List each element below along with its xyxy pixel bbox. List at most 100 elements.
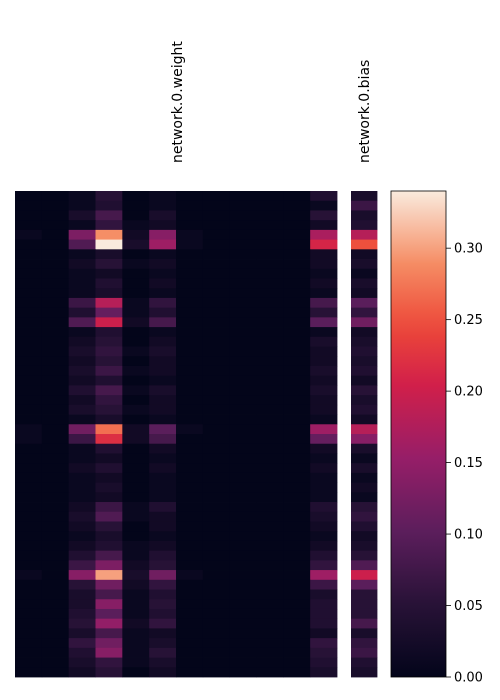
heatmap-cell xyxy=(68,599,96,610)
heatmap-cell xyxy=(15,618,43,629)
heatmap-cell xyxy=(256,239,284,250)
heatmap-cell xyxy=(229,453,257,464)
heatmap-cell xyxy=(176,618,204,629)
heatmap-cell xyxy=(122,395,150,406)
heatmap-cell xyxy=(41,628,70,639)
heatmap-cell xyxy=(95,579,123,590)
heatmap-cell xyxy=(351,453,378,464)
heatmap-cell xyxy=(283,560,311,571)
heatmap-cell xyxy=(95,618,123,629)
heatmap-cell xyxy=(310,414,338,425)
heatmap-cell xyxy=(95,307,123,318)
heatmap-cell xyxy=(283,385,311,396)
heatmap-cell xyxy=(176,278,204,289)
heatmap-cell xyxy=(68,579,96,590)
heatmap-cell xyxy=(15,570,43,581)
heatmap-cell xyxy=(15,297,43,309)
colorbar-ticks: 0.00 0.05 0.10 0.15 0.20 0.25 0.30 xyxy=(446,242,483,686)
heatmap-cell xyxy=(283,424,311,435)
heatmap-cell xyxy=(351,511,378,522)
heatmap-cell xyxy=(351,414,378,425)
heatmap-cell xyxy=(229,404,257,415)
heatmap-cell xyxy=(202,327,231,338)
heatmap-cell xyxy=(229,560,257,571)
heatmap-cell xyxy=(95,443,123,454)
heatmap-cell xyxy=(256,434,284,445)
heatmap-cell xyxy=(310,356,338,367)
heatmap-cell xyxy=(122,229,150,240)
heatmap-cell xyxy=(95,385,123,396)
heatmap-cell xyxy=(68,472,96,483)
heatmap-cell xyxy=(41,375,70,386)
heatmap-cell xyxy=(310,259,338,270)
heatmap-cell xyxy=(41,317,70,328)
heatmap-cell xyxy=(256,307,284,318)
heatmap-cell xyxy=(95,628,123,639)
colorbar-tick-label: 0.15 xyxy=(454,456,483,471)
heatmap-cell xyxy=(122,482,150,493)
heatmap-cell xyxy=(122,259,150,270)
heatmap-cell xyxy=(351,570,378,581)
heatmap-cell xyxy=(310,453,338,464)
heatmap-cell xyxy=(202,336,231,347)
heatmap-cell xyxy=(149,608,177,620)
heatmap-cell xyxy=(149,210,177,221)
heatmap-cell xyxy=(176,395,204,406)
heatmap-cell xyxy=(351,200,378,211)
heatmap-cell xyxy=(256,210,284,221)
colorbar-tick-label: 0.00 xyxy=(454,671,483,686)
heatmap-cell xyxy=(149,229,177,240)
heatmap-cell xyxy=(229,375,257,386)
heatmap-cell xyxy=(256,336,284,347)
heatmap-cell xyxy=(351,579,378,590)
heatmap-cell xyxy=(351,404,378,415)
heatmap-cell xyxy=(351,395,378,406)
heatmap-cell xyxy=(351,521,378,532)
heatmap-cell xyxy=(122,599,150,610)
heatmap-cell xyxy=(15,336,43,347)
heatmap-cell xyxy=(202,657,231,668)
heatmap-cell xyxy=(256,628,284,639)
heatmap-cell xyxy=(310,385,338,396)
heatmap-cell xyxy=(68,443,96,454)
heatmap-cell xyxy=(229,492,257,503)
heatmap-cell xyxy=(256,608,284,620)
heatmap-cell xyxy=(202,395,231,406)
heatmap-cell xyxy=(41,297,70,309)
heatmap-cell xyxy=(256,229,284,240)
heatmap-cell xyxy=(15,647,43,658)
heatmap-cell xyxy=(41,667,70,678)
heatmap-cell xyxy=(256,502,284,513)
heatmap-cell xyxy=(122,521,150,532)
heatmap-cell xyxy=(149,220,177,231)
heatmap-cell xyxy=(176,249,204,260)
heatmap-cell xyxy=(283,278,311,289)
heatmap-cell xyxy=(310,463,338,474)
heatmap-cell xyxy=(202,531,231,542)
heatmap-cell xyxy=(351,647,378,658)
heatmap-cell xyxy=(68,589,96,600)
heatmap-cell xyxy=(256,259,284,270)
heatmap-cell xyxy=(41,288,70,299)
heatmap-cell xyxy=(256,385,284,396)
heatmap-cell xyxy=(15,191,43,202)
heatmap-cell xyxy=(310,589,338,600)
heatmap-cell xyxy=(256,550,284,561)
heatmap-cell xyxy=(149,395,177,406)
heatmap-cell xyxy=(283,482,311,493)
heatmap-cell xyxy=(95,268,123,279)
heatmap-cell xyxy=(41,560,70,571)
heatmap-cell xyxy=(95,395,123,406)
heatmap-cell xyxy=(202,608,231,620)
heatmap-cell xyxy=(15,521,43,532)
heatmap-cell xyxy=(176,385,204,396)
heatmap-cell xyxy=(122,268,150,279)
heatmap-cell xyxy=(283,434,311,445)
heatmap-cell xyxy=(351,492,378,503)
heatmap-cell xyxy=(283,657,311,668)
heatmap-cell xyxy=(15,259,43,270)
heatmap-cell xyxy=(351,463,378,474)
heatmap-cell xyxy=(41,239,70,250)
heatmap-cell xyxy=(310,638,338,649)
heatmap-cell xyxy=(310,579,338,590)
